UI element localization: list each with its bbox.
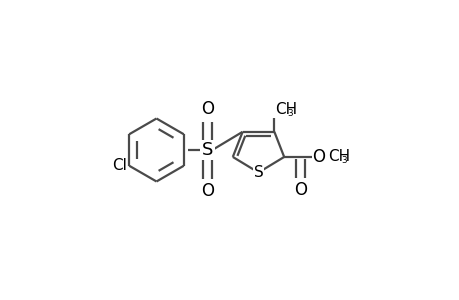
Text: CH: CH: [274, 102, 297, 117]
Text: S: S: [253, 165, 263, 180]
Text: O: O: [201, 182, 213, 200]
Text: O: O: [201, 100, 213, 118]
Text: CH: CH: [328, 149, 350, 164]
Text: $_3$: $_3$: [286, 106, 293, 119]
Text: S: S: [202, 141, 213, 159]
Text: O: O: [312, 148, 325, 166]
Text: O: O: [294, 181, 307, 199]
Text: $_3$: $_3$: [340, 153, 347, 166]
Text: Cl: Cl: [112, 158, 127, 173]
